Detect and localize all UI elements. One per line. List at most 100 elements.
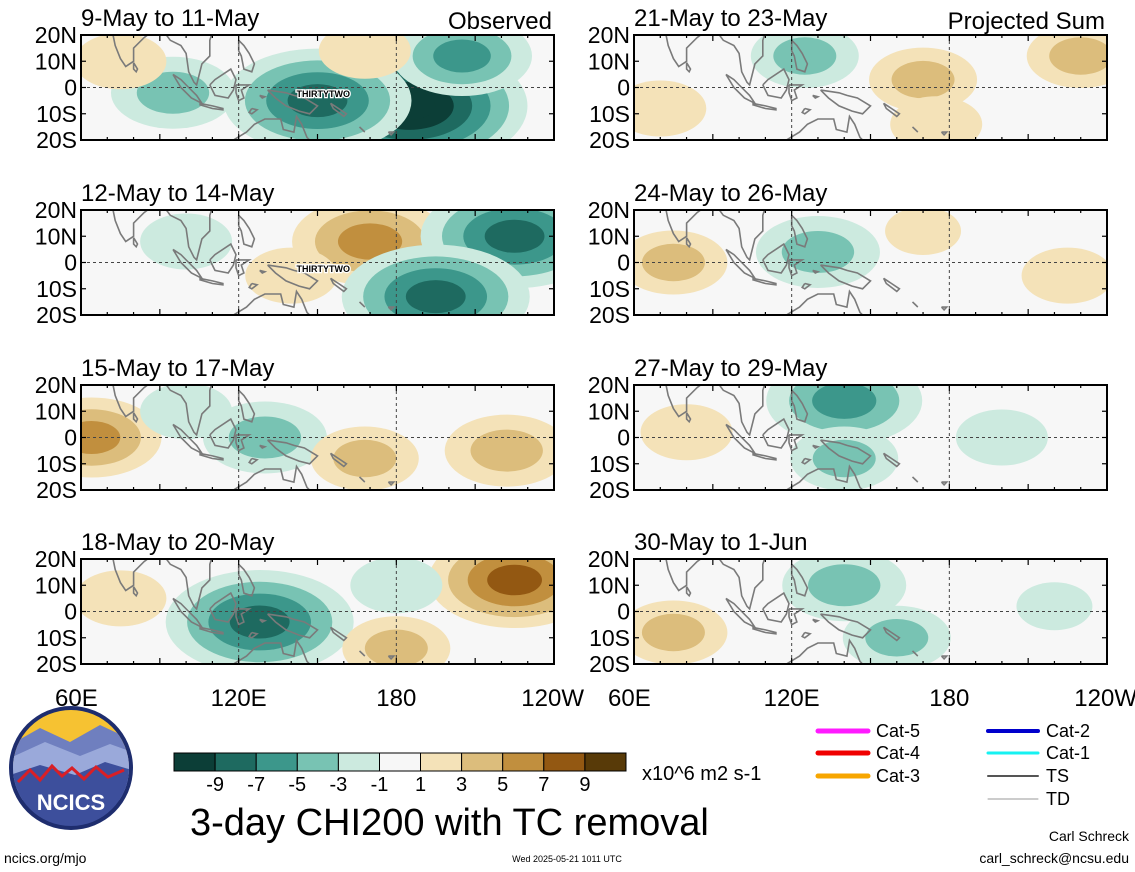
lat-tick-label: 20S <box>36 477 77 503</box>
coastline <box>358 126 366 133</box>
storm-label: THIRTYTWO <box>296 264 350 274</box>
anomaly-contour <box>81 570 167 627</box>
coastline <box>784 464 864 490</box>
coastline <box>801 457 812 465</box>
coastline <box>762 67 790 99</box>
anomaly-contour <box>350 559 443 614</box>
lat-tick-label: 10N <box>35 223 77 249</box>
colorbar-swatch <box>379 752 422 772</box>
coastline <box>199 452 224 461</box>
coastline <box>209 417 237 449</box>
lat-tick-label: 10S <box>36 451 77 477</box>
column-label: Projected Sum <box>948 8 1105 35</box>
coastline <box>725 423 758 456</box>
panel-title: 27-May to 29-May <box>634 355 827 382</box>
coastline <box>267 439 319 465</box>
lat-tick-label: 0 <box>64 75 77 101</box>
footer-email[interactable]: carl_schreck@ncsu.edu <box>979 850 1129 866</box>
lon-tick-label: 120W <box>1074 685 1135 712</box>
anomaly-contour <box>891 60 955 99</box>
coastline <box>882 102 901 118</box>
coastline <box>911 650 919 657</box>
coastline <box>172 597 205 630</box>
colorbar-swatch <box>173 752 216 772</box>
anomaly-contour <box>405 280 466 314</box>
storm-label: THIRTYTWO <box>296 89 350 99</box>
colorbar-tick-label: -3 <box>330 774 348 796</box>
colorbar-swatch <box>420 752 463 772</box>
coastline <box>788 84 805 102</box>
lat-tick-label: 10N <box>588 48 630 74</box>
coastline <box>81 559 213 611</box>
coastline <box>259 444 268 449</box>
lat-tick-label: 20N <box>35 197 77 223</box>
anomaly-contour <box>484 219 545 253</box>
lat-tick-label: 20N <box>35 22 77 48</box>
coastline <box>235 608 252 626</box>
anomaly-contour <box>1016 582 1093 631</box>
colorbar-tick-label: -7 <box>247 774 265 796</box>
ncics-logo: NCICS <box>9 706 133 830</box>
anomaly-contour <box>333 439 397 478</box>
anomaly-contour <box>81 35 167 90</box>
legend-label: Cat-1 <box>1046 743 1090 763</box>
lat-tick-label: 20N <box>588 22 630 48</box>
coastline <box>329 102 348 118</box>
legend-label: Cat-5 <box>876 721 920 741</box>
lat-tick-label: 10N <box>35 398 77 424</box>
lat-tick-label: 10S <box>36 276 77 302</box>
lat-tick-label: 20S <box>589 477 630 503</box>
coastline <box>235 259 252 277</box>
lat-tick-label: 20S <box>589 302 630 328</box>
lat-tick-label: 20N <box>588 197 630 223</box>
coastline <box>762 242 790 274</box>
coastline <box>231 114 311 140</box>
lon-tick-label: 120E <box>764 685 820 712</box>
logo-text: NCICS <box>37 790 105 815</box>
coastline <box>762 417 790 449</box>
coastline <box>237 214 256 248</box>
column-label: Observed <box>448 8 552 35</box>
anomaly-contour <box>364 629 428 664</box>
lat-tick-label: 10N <box>588 398 630 424</box>
coastline <box>329 277 348 293</box>
footer-url[interactable]: ncics.org/mjo <box>4 850 87 866</box>
coastline <box>329 452 348 468</box>
coastline <box>231 289 311 315</box>
coastline <box>634 210 766 262</box>
lat-tick-label: 10N <box>588 223 630 249</box>
coastline <box>387 306 396 311</box>
coastline <box>790 39 809 73</box>
coastline <box>209 591 237 623</box>
lat-tick-label: 20S <box>36 651 77 677</box>
coastline <box>752 626 777 635</box>
coastline <box>235 434 252 452</box>
coastline <box>790 389 809 423</box>
coastline <box>790 214 809 248</box>
coastline <box>725 597 758 630</box>
lat-tick-label: 10S <box>36 625 77 651</box>
lat-tick-label: 20N <box>588 546 630 572</box>
anomaly-contour <box>890 96 983 140</box>
coastline <box>820 613 872 639</box>
coastline <box>235 84 252 102</box>
coastline <box>172 73 205 106</box>
units-label: x10^6 m2 s-1 <box>642 763 761 785</box>
anomaly-contour <box>640 404 733 461</box>
coastline <box>788 259 805 277</box>
lat-tick-label: 10N <box>35 572 77 598</box>
legend-label: Cat-3 <box>876 766 920 786</box>
colorbar-tick-label: 7 <box>538 774 549 796</box>
lat-tick-label: 10S <box>36 101 77 127</box>
anomaly-contour <box>865 619 929 657</box>
coastline <box>81 210 213 262</box>
coastline <box>358 476 366 483</box>
lat-tick-label: 20N <box>35 546 77 572</box>
anomaly-contour <box>812 385 877 419</box>
coastline <box>820 89 872 115</box>
anomaly-contour <box>318 35 411 79</box>
coastline <box>685 412 692 424</box>
lat-tick-label: 20N <box>588 372 630 398</box>
